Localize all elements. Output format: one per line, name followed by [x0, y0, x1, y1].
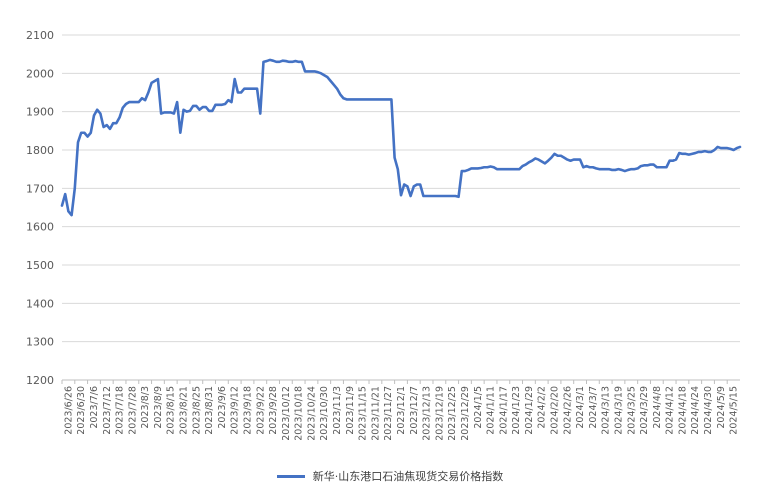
x-tick-label: 2024/2/2: [537, 386, 548, 429]
x-tick-label: 2023/8/21: [179, 386, 190, 435]
x-tick-label: 2024/3/1: [575, 386, 586, 429]
x-tick-label: 2023/8/9: [153, 386, 164, 429]
x-tick-label: 2023/6/30: [76, 386, 87, 435]
x-tick-label: 2024/3/29: [639, 386, 650, 435]
x-tick-label: 2023/12/1: [396, 386, 407, 435]
x-tick-label: 2024/3/19: [613, 386, 624, 435]
x-tick-label: 2024/1/23: [511, 386, 522, 435]
x-tick-label: 2023/8/31: [204, 386, 215, 435]
x-tick-label: 2024/5/9: [716, 386, 727, 429]
x-tick-label: 2024/1/5: [473, 386, 484, 429]
y-tick-label: 1500: [26, 259, 54, 272]
x-tick-label: 2023/10/12: [281, 386, 292, 441]
x-tick-label: 2023/9/18: [242, 386, 253, 435]
legend: 新华·山东港口石油焦现货交易价格指数: [0, 466, 780, 486]
y-axis-tick-labels: 1200 1300 1400 1500 1600 1700 1800 1900 2000 2100: [26, 29, 54, 387]
x-tick-label: 2024/4/8: [652, 386, 663, 429]
x-tick-label: 2024/2/26: [562, 386, 573, 435]
x-tick-label: 2023/12/19: [434, 386, 445, 441]
y-tick-label: 2100: [26, 29, 54, 42]
x-tick-label: 2023/12/7: [409, 386, 420, 435]
x-tick-label: 2024/1/11: [486, 386, 497, 435]
x-tick-label: 2024/3/13: [601, 386, 612, 435]
y-tick-label: 1300: [26, 336, 54, 349]
x-tick-label: 2024/4/30: [703, 386, 714, 435]
x-tick-label: 2023/10/30: [319, 386, 330, 441]
legend-label-series: 新华·山东港口石油焦现货交易价格指数: [312, 470, 504, 483]
x-tick-label: 2023/7/12: [102, 386, 113, 435]
y-tick-label: 2000: [26, 67, 54, 80]
x-tick-label: 2023/12/25: [447, 386, 458, 441]
x-tick-label: 2024/3/25: [626, 386, 637, 435]
y-tick-label: 1700: [26, 182, 54, 195]
x-tick-label: 2023/7/28: [127, 386, 138, 435]
x-tick-label: 2023/12/29: [460, 386, 471, 441]
x-tick-label: 2023/7/18: [115, 386, 126, 435]
x-tick-label: 2023/11/27: [383, 386, 394, 441]
x-tick-label: 2023/11/9: [345, 386, 356, 435]
x-tick-label: 2023/10/24: [306, 386, 317, 441]
x-tick-label: 2023/8/15: [166, 386, 177, 435]
series-group: [60, 58, 742, 217]
series-line-0: [60, 58, 742, 217]
x-tick-label: 2024/1/29: [524, 386, 535, 435]
x-tick-label: 2023/8/25: [191, 386, 202, 435]
x-tick-label: 2023/11/15: [358, 386, 369, 441]
x-tick-label: 2024/4/18: [677, 386, 688, 435]
x-tick-label: 2024/4/12: [665, 386, 676, 435]
x-tick-label: 2023/12/13: [422, 386, 433, 441]
x-tick-label: 2024/3/7: [588, 386, 599, 429]
x-tick-label: 2023/9/6: [217, 386, 228, 429]
x-tick-label: 2024/5/15: [729, 386, 740, 435]
x-tick-label: 2023/11/3: [332, 386, 343, 435]
x-axis: [61, 379, 740, 384]
x-tick-label: 2023/6/26: [63, 386, 74, 435]
x-tick-label: 2023/9/28: [268, 386, 279, 435]
x-tick-label: 2024/2/20: [550, 386, 561, 435]
legend-swatch: [276, 474, 305, 478]
y-tick-label: 1400: [26, 297, 54, 310]
x-tick-label: 2023/10/18: [294, 386, 305, 441]
y-tick-label: 1600: [26, 221, 54, 234]
x-tick-label: 2023/7/6: [89, 386, 100, 429]
y-tick-label: 1900: [26, 106, 54, 119]
x-tick-label: 2024/1/17: [498, 386, 509, 435]
x-tick-label: 2023/9/22: [255, 386, 266, 435]
x-tick-label: 2023/9/12: [230, 386, 241, 435]
x-tick-label: 2023/8/3: [140, 386, 151, 429]
y-tick-label: 1200: [26, 374, 54, 387]
x-tick-label: 2024/4/24: [690, 386, 701, 435]
y-tick-label: 1800: [26, 144, 54, 157]
x-axis-tick-labels: 2023/6/26 2023/6/30 2023/7/6 2023/7/12 2023/…: [63, 386, 739, 441]
x-tick-label: 2023/11/21: [370, 386, 381, 441]
